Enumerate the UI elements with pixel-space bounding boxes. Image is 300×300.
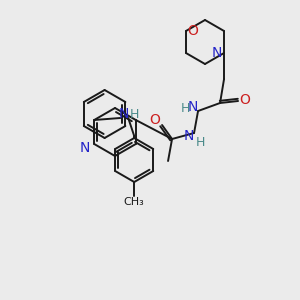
Text: CH₃: CH₃ [124,197,145,207]
Text: O: O [188,24,198,38]
Text: N: N [184,129,194,143]
Text: O: O [150,113,160,127]
Text: H: H [130,109,139,122]
Text: H: H [180,103,190,116]
Text: N: N [119,107,129,121]
Text: N: N [80,141,90,155]
Text: N: N [212,46,222,60]
Text: H: H [195,136,205,149]
Text: N: N [188,100,198,114]
Text: O: O [240,93,250,107]
